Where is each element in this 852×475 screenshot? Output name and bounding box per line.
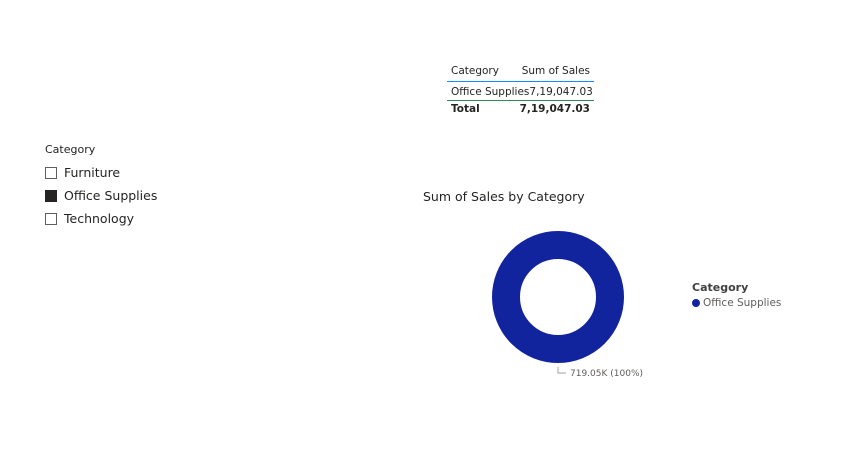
category-slicer: Category Furniture Office Supplies Techn… xyxy=(45,143,265,230)
slicer-item-technology[interactable]: Technology xyxy=(45,207,265,230)
table-cell-category: Office Supplies xyxy=(451,86,530,98)
checkbox-office-supplies[interactable] xyxy=(45,189,57,202)
data-label-leader-line xyxy=(557,367,566,374)
checkbox-furniture[interactable] xyxy=(45,166,57,179)
slicer-item-office-supplies[interactable]: Office Supplies xyxy=(45,184,265,207)
total-label: Total xyxy=(451,103,480,115)
column-header-sum-of-sales[interactable]: Sum of Sales xyxy=(521,64,590,77)
slicer-title: Category xyxy=(45,143,96,156)
donut-slice[interactable] xyxy=(492,231,624,363)
legend-item-office-supplies[interactable]: Office Supplies xyxy=(692,297,781,309)
data-label: 719.05K (100%) xyxy=(570,369,643,379)
slicer-item-label: Furniture xyxy=(64,165,121,180)
donut-chart: 719.05K (100%) xyxy=(492,231,643,379)
checkbox-technology[interactable] xyxy=(45,212,57,225)
chart-legend: Category Office Supplies xyxy=(692,281,781,309)
total-value: 7,19,047.03 xyxy=(519,103,590,115)
table-row: Office Supplies 7,19,047.03 xyxy=(447,84,594,101)
table-cell-sales: 7,19,047.03 xyxy=(529,86,593,98)
slicer-item-label: Technology xyxy=(64,211,135,226)
chart-title: Sum of Sales by Category xyxy=(423,189,585,204)
table-header: Category Sum of Sales xyxy=(447,60,594,82)
slicer-item-furniture[interactable]: Furniture xyxy=(45,161,265,184)
column-header-category[interactable]: Category xyxy=(451,64,499,77)
legend-title: Category xyxy=(692,281,749,294)
legend-marker xyxy=(692,299,700,307)
table-total-row: Total 7,19,047.03 xyxy=(447,101,594,117)
legend-label: Office Supplies xyxy=(703,297,782,309)
slicer-item-label: Office Supplies xyxy=(64,188,158,203)
sales-table: Category Sum of Sales Office Supplies 7,… xyxy=(447,60,594,117)
